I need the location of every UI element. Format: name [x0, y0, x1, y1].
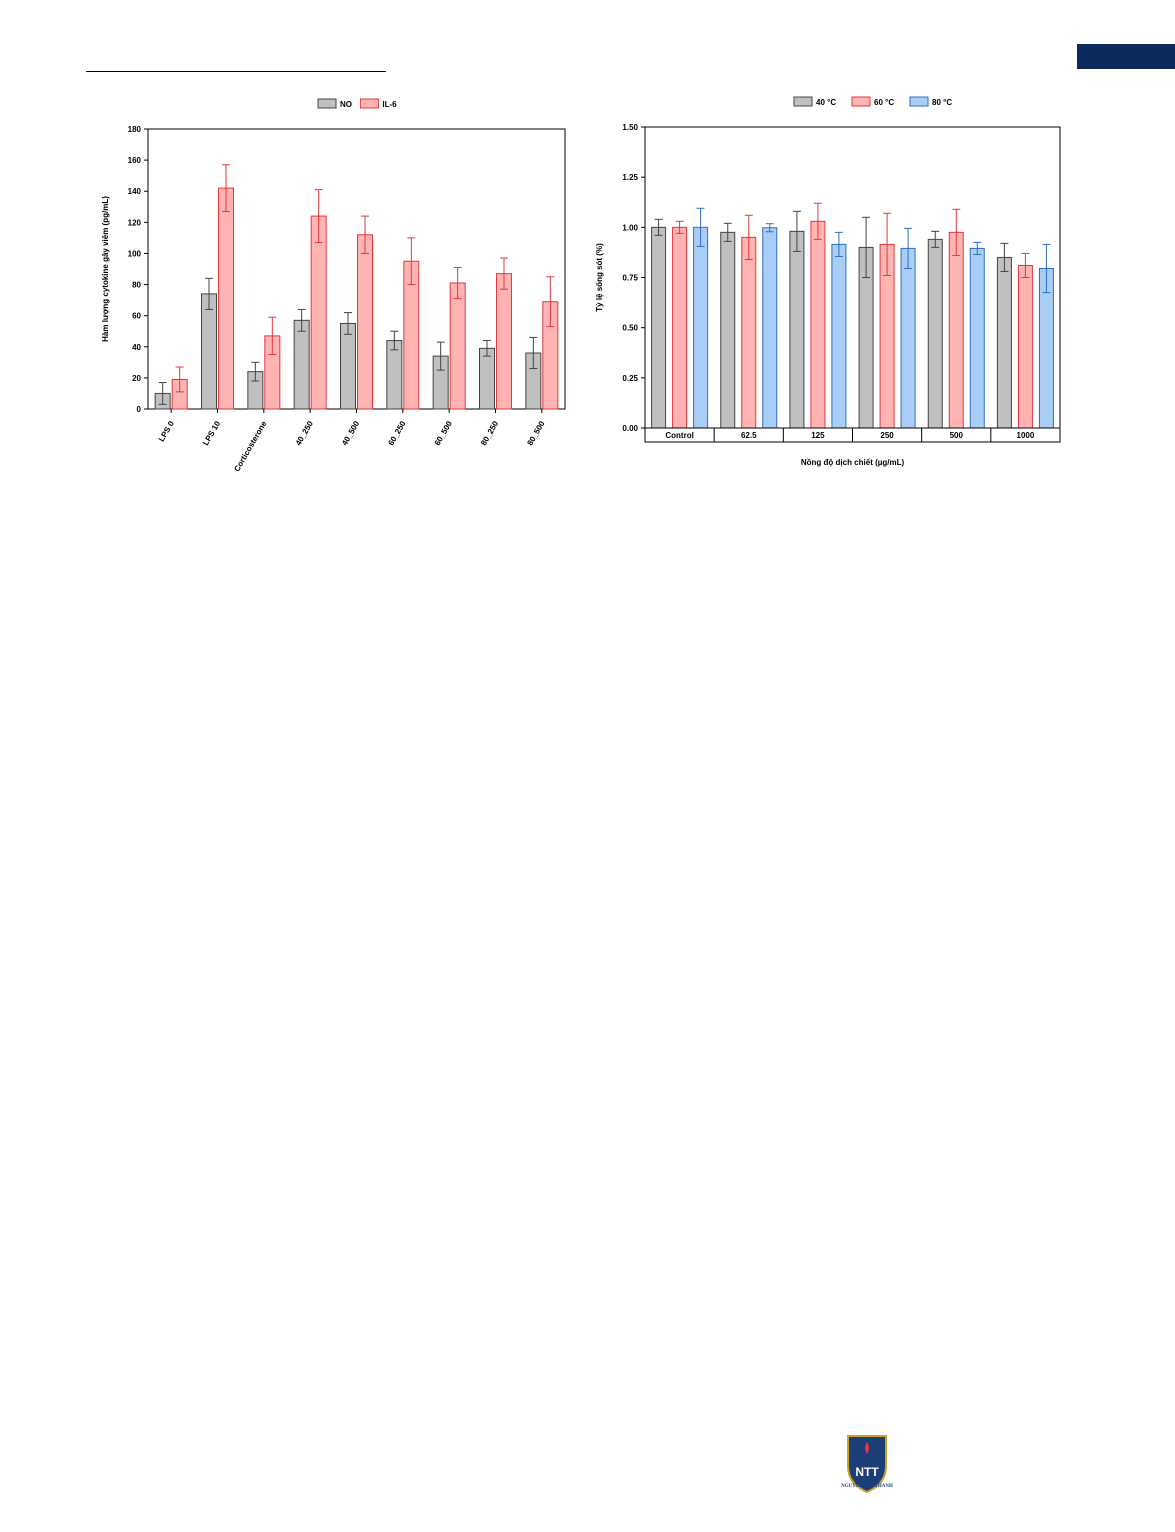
x-tick-label: 125 — [811, 431, 825, 440]
y-tick-label: 1.25 — [622, 173, 638, 182]
bar — [720, 231, 736, 429]
cytokine-bar-chart: 0 20 40 60 80 100 120 140 160 180 Hàm lượng cytoki… — [101, 98, 566, 473]
legend-swatch — [793, 96, 813, 107]
legend-swatch — [359, 98, 379, 109]
legend-label: 80 °C — [932, 98, 952, 107]
legend-label: 60 °C — [874, 98, 894, 107]
x-tick-label: 250 — [880, 431, 894, 440]
legend-label: NO — [340, 100, 352, 109]
bar — [1017, 264, 1033, 429]
logo-caption: NGUYEN TAT THANH — [841, 1484, 893, 1489]
y-tick-label: 80 — [132, 281, 141, 290]
bar — [900, 247, 916, 429]
y-tick-label: 20 — [132, 374, 141, 383]
category-box-row — [644, 427, 1061, 443]
bar — [693, 226, 709, 429]
bar — [996, 256, 1012, 429]
y-axis-label: Hàm lượng cytokine gây viêm (pg/mL) — [101, 196, 110, 342]
bar — [651, 226, 667, 429]
survival-bar-chart: 0.00 0.25 0.50 0.75 1.00 1.25 1.50 Tỷ lệ sống s… — [595, 96, 1061, 467]
x-axis-label: Nồng độ dịch chiết (µg/mL) — [801, 458, 905, 467]
bar — [672, 226, 688, 429]
bar — [831, 243, 847, 429]
y-tick-label: 0.75 — [622, 274, 638, 283]
x-tick-label: 1000 — [1017, 431, 1035, 440]
y-axis-label: Tỷ lệ sống sót (%) — [595, 243, 604, 312]
y-tick-label: 1.50 — [622, 123, 638, 132]
legend-label: 40 °C — [816, 98, 836, 107]
university-shield-icon: NTT — [847, 1435, 887, 1494]
bar — [969, 247, 985, 429]
header-rule — [86, 71, 386, 72]
legend-label: IL-6 — [382, 100, 397, 109]
bar — [789, 230, 805, 429]
y-tick-label: 100 — [128, 249, 142, 258]
y-tick-label: 0.00 — [622, 424, 638, 433]
x-tick-label: 500 — [950, 431, 964, 440]
y-tick-label: 160 — [128, 156, 142, 165]
legend-swatch — [851, 96, 871, 107]
page-corner-tab — [1077, 44, 1175, 69]
bar — [948, 231, 964, 429]
y-tick-label: 140 — [128, 187, 142, 196]
y-tick-label: 40 — [132, 343, 141, 352]
x-tick-label: Control — [665, 431, 693, 440]
y-tick-label: 60 — [132, 312, 141, 321]
svg-text:NTT: NTT — [855, 1465, 879, 1479]
y-tick-label: 1.00 — [622, 223, 638, 232]
legend-swatch — [909, 96, 929, 107]
y-tick-label: 0 — [137, 405, 142, 414]
bar — [741, 236, 757, 429]
y-tick-label: 0.50 — [622, 324, 638, 333]
y-tick-label: 0.25 — [622, 374, 638, 383]
y-tick-label: 180 — [128, 125, 142, 134]
legend-swatch — [317, 98, 337, 109]
bar — [810, 220, 826, 429]
bar — [762, 227, 778, 429]
y-tick-label: 120 — [128, 218, 142, 227]
bar — [927, 238, 943, 429]
x-tick-label: 62.5 — [741, 431, 757, 440]
